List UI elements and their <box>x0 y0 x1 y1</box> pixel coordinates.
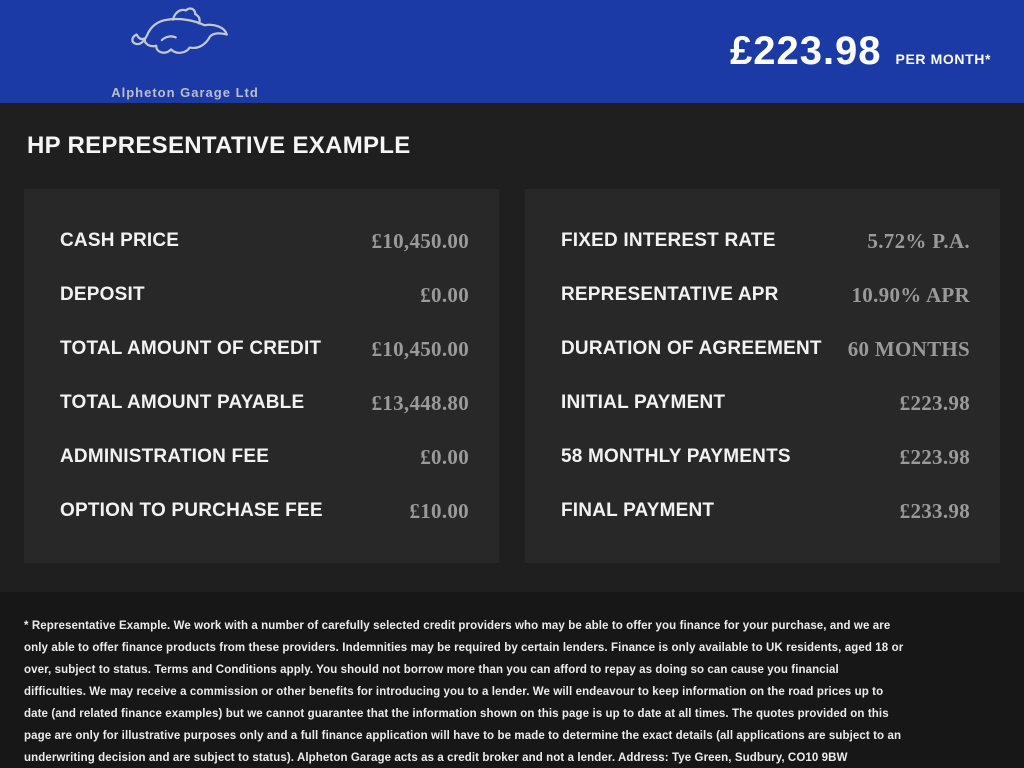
table-row: DEPOSIT £0.00 <box>60 268 469 322</box>
finance-row-label: FINAL PAYMENT <box>561 500 715 521</box>
table-row: OPTION TO PURCHASE FEE £10.00 <box>60 484 469 538</box>
finance-row-label: REPRESENTATIVE APR <box>561 284 779 305</box>
monthly-price-block: £223.98 PER MONTH* <box>730 29 991 74</box>
table-row: FINAL PAYMENT £233.98 <box>561 484 970 538</box>
disclaimer-text: * Representative Example. We work with a… <box>24 620 904 764</box>
finance-row-value: 60 MONTHS <box>847 336 970 361</box>
finance-row-label: DURATION OF AGREEMENT <box>561 338 822 359</box>
table-row: TOTAL AMOUNT OF CREDIT £10,450.00 <box>60 322 469 376</box>
header-banner: AGL Alpheton Garage Ltd £223.98 PER MONT… <box>0 0 1024 103</box>
finance-panels: CASH PRICE £10,450.00 DEPOSIT £0.00 TOTA… <box>24 189 1000 563</box>
jumping-horse-icon <box>131 7 228 54</box>
finance-row-label: DEPOSIT <box>60 284 145 305</box>
finance-row-value: £10,450.00 <box>371 336 469 361</box>
finance-row-label: 58 MONTHLY PAYMENTS <box>561 446 791 467</box>
table-row: FIXED INTEREST RATE 5.72% P.A. <box>561 214 970 268</box>
table-row: INITIAL PAYMENT £223.98 <box>561 376 970 430</box>
finance-row-value: £0.00 <box>420 444 469 469</box>
finance-row-label: ADMINISTRATION FEE <box>60 446 270 467</box>
table-row: DURATION OF AGREEMENT 60 MONTHS <box>561 322 970 376</box>
logo-company-name: Alpheton Garage Ltd <box>111 85 259 100</box>
finance-row-label: CASH PRICE <box>60 230 180 251</box>
table-row: TOTAL AMOUNT PAYABLE £13,448.80 <box>60 376 469 430</box>
monthly-price-suffix: PER MONTH* <box>895 51 991 67</box>
finance-row-value: 10.90% APR <box>851 282 970 307</box>
finance-row-label: FIXED INTEREST RATE <box>561 230 776 251</box>
table-row: REPRESENTATIVE APR 10.90% APR <box>561 268 970 322</box>
finance-row-value: £10.00 <box>409 498 469 523</box>
logo-acronym: AGL <box>144 47 226 85</box>
finance-row-label: INITIAL PAYMENT <box>561 392 726 413</box>
page-title: HP REPRESENTATIVE EXAMPLE <box>27 132 411 159</box>
dealer-logo: AGL Alpheton Garage Ltd <box>100 3 270 100</box>
table-row: CASH PRICE £10,450.00 <box>60 214 469 268</box>
finance-panel-left: CASH PRICE £10,450.00 DEPOSIT £0.00 TOTA… <box>24 189 499 563</box>
finance-row-value: £223.98 <box>899 390 970 415</box>
finance-row-label: TOTAL AMOUNT OF CREDIT <box>60 338 322 359</box>
finance-row-label: OPTION TO PURCHASE FEE <box>60 500 323 521</box>
finance-row-value: £233.98 <box>899 498 970 523</box>
finance-row-label: TOTAL AMOUNT PAYABLE <box>60 392 305 413</box>
finance-row-value: £13,448.80 <box>371 390 469 415</box>
footer-disclaimer-section: * Representative Example. We work with a… <box>0 592 1024 768</box>
finance-row-value: 5.72% P.A. <box>867 228 970 253</box>
table-row: ADMINISTRATION FEE £0.00 <box>60 430 469 484</box>
finance-row-value: £10,450.00 <box>371 228 469 253</box>
monthly-price: £223.98 <box>729 29 882 73</box>
main-content: HP REPRESENTATIVE EXAMPLE CASH PRICE £10… <box>0 134 1024 563</box>
finance-panel-right: FIXED INTEREST RATE 5.72% P.A. REPRESENT… <box>525 189 1000 563</box>
table-row: 58 MONTHLY PAYMENTS £223.98 <box>561 430 970 484</box>
finance-row-value: £0.00 <box>420 282 469 307</box>
finance-row-value: £223.98 <box>899 444 970 469</box>
